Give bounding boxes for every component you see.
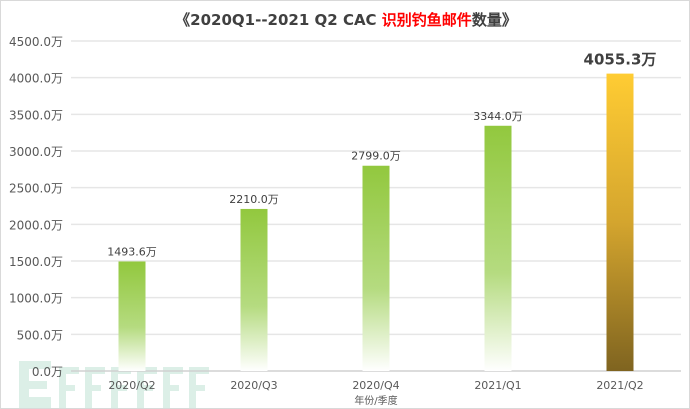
chart-title: 《2020Q1--2021 Q2 CAC 识别钓鱼邮件数量》 <box>1 9 689 30</box>
watermark-shape <box>85 385 101 391</box>
watermark-shape <box>163 385 179 391</box>
watermark-shape <box>19 361 29 408</box>
x-tick-label: 2020/Q3 <box>230 379 277 392</box>
title-suffix: 数量》 <box>471 11 517 29</box>
title-prefix: 《2020Q1--2021 Q2 CAC <box>175 11 382 29</box>
x-axis-title: 年份/季度 <box>354 394 397 407</box>
watermark-shape <box>137 385 153 391</box>
title-highlight: 识别钓鱼邮件 <box>381 11 472 29</box>
x-tick-label: 2021/Q1 <box>474 379 521 392</box>
y-tick-label: 1500.0万 <box>9 255 63 269</box>
y-tick-label: 1000.0万 <box>9 292 63 306</box>
y-tick-label: 2500.0万 <box>9 182 63 196</box>
y-tick-label: 3000.0万 <box>9 145 63 159</box>
watermark-shape <box>29 397 51 408</box>
watermark-shape <box>111 385 127 391</box>
bar-2020-Q3 <box>240 208 268 371</box>
x-tick-label: 2021/Q2 <box>596 379 643 392</box>
bar-2020-Q2 <box>118 261 146 371</box>
watermark-shape <box>29 381 47 389</box>
bar-2021-Q2 <box>606 73 634 372</box>
watermark-shape <box>189 385 205 391</box>
data-label: 1493.6万 <box>107 245 157 258</box>
data-label: 2799.0万 <box>351 150 401 163</box>
watermark-shape <box>59 385 75 391</box>
watermark-shape <box>59 367 79 374</box>
x-tick-label: 2020/Q4 <box>352 379 399 392</box>
bar-2021-Q1 <box>484 125 512 371</box>
y-tick-label: 500.0万 <box>17 328 63 342</box>
bar-2020-Q4 <box>362 165 390 371</box>
y-tick-label: 4500.0万 <box>9 35 63 49</box>
y-tick-label: 3500.0万 <box>9 108 63 122</box>
data-label: 2210.0万 <box>229 193 279 206</box>
y-tick-label: 2000.0万 <box>9 218 63 232</box>
data-label: 3344.0万 <box>473 110 523 123</box>
data-label: 4055.3万 <box>584 51 657 69</box>
y-tick-label: 0.0万 <box>32 365 63 379</box>
y-tick-label: 4000.0万 <box>9 72 63 86</box>
watermark-shape <box>29 361 51 369</box>
x-tick-label: 2020/Q2 <box>108 379 155 392</box>
